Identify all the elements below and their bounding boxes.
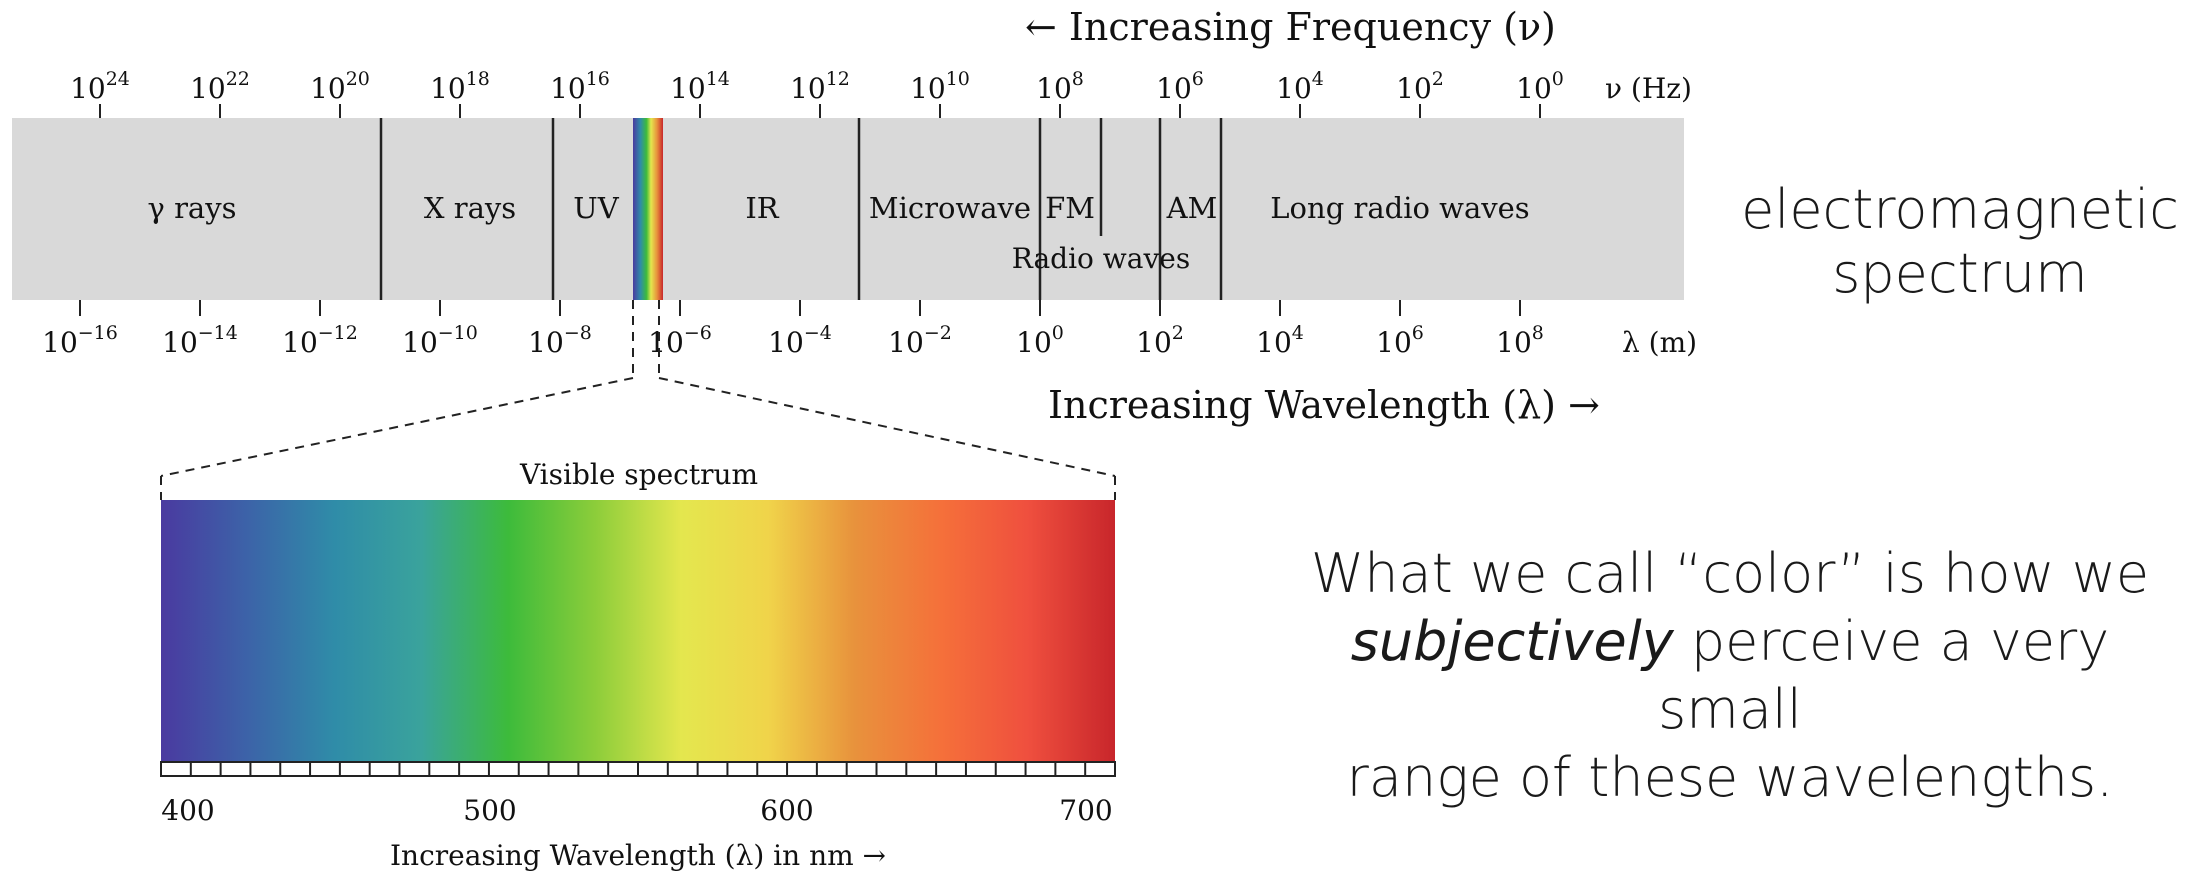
frequency-tick-label: 108 bbox=[1036, 68, 1084, 105]
visible-slice-in-band bbox=[633, 118, 663, 300]
frequency-tick-label: 1012 bbox=[790, 68, 850, 105]
frequency-tick-label: 100 bbox=[1516, 68, 1564, 105]
slide-title-line-1: electromagnetic bbox=[1741, 178, 2179, 241]
wavelength-tick-label: 108 bbox=[1496, 322, 1544, 359]
wavelength-tick-label: 10−2 bbox=[888, 322, 952, 359]
visible-axis-label: Increasing Wavelength (λ) in nm → bbox=[390, 839, 886, 871]
frequency-tick-label: 1010 bbox=[910, 68, 970, 105]
band-label: FM bbox=[1045, 191, 1095, 225]
frequency-axis: 1024 1022 1020 1018 1016 1014 1012 1010 108 106 10… bbox=[70, 68, 1564, 118]
frequency-tick-label: 106 bbox=[1156, 68, 1204, 105]
frequency-tick-label: 104 bbox=[1276, 68, 1324, 105]
note-part-2: perceive a very small bbox=[1658, 610, 2110, 741]
band-labels: γ rays X rays UV IR Microwave FM AM Long radio … bbox=[148, 191, 1530, 225]
zoom-guide-left bbox=[160, 377, 634, 477]
note-part-3: range of these wavelengths. bbox=[1346, 746, 2114, 809]
visible-tick-label: 700 bbox=[1059, 794, 1112, 827]
slide-title: electromagnetic spectrum bbox=[1730, 178, 2190, 306]
frequency-tick-label: 1020 bbox=[310, 68, 370, 105]
band-label: γ rays bbox=[148, 191, 237, 225]
band-label: Long radio waves bbox=[1270, 191, 1529, 225]
frequency-tick-label: 102 bbox=[1396, 68, 1444, 105]
frequency-tick-label: 1018 bbox=[430, 68, 490, 105]
visible-tick-label: 400 bbox=[161, 794, 214, 827]
wavelength-tick-label: 10−6 bbox=[648, 322, 712, 359]
visible-ruler: 400 500 600 700 bbox=[160, 762, 1116, 827]
band-label: X rays bbox=[424, 191, 516, 225]
zoom-guide-right bbox=[658, 377, 1116, 477]
slide-title-line-2: spectrum bbox=[1832, 242, 2088, 305]
band-dividers bbox=[379, 118, 1223, 300]
band-label: UV bbox=[573, 191, 619, 225]
band-label: Microwave bbox=[869, 191, 1031, 225]
wavelength-tick-label: 10−12 bbox=[282, 322, 358, 359]
wavelength-axis: 10−16 10−14 10−12 10−10 10−8 10−6 10−4 10−2 100 1… bbox=[42, 300, 1544, 359]
wavelength-tick-label: 106 bbox=[1376, 322, 1424, 359]
wavelength-unit: λ (m) bbox=[1622, 326, 1697, 359]
slide-note: What we call “color” is how we subjectiv… bbox=[1290, 540, 2170, 812]
band-label: IR bbox=[745, 191, 779, 225]
frequency-tick-label: 1016 bbox=[550, 68, 610, 105]
visible-tick-label: 500 bbox=[463, 794, 516, 827]
wavelength-tick-label: 10−4 bbox=[768, 322, 832, 359]
wavelength-tick-label: 10−10 bbox=[402, 322, 478, 359]
frequency-heading: ← Increasing Frequency (ν) bbox=[1025, 5, 1556, 49]
visible-spectrum-bar bbox=[161, 500, 1115, 762]
frequency-tick-label: 1024 bbox=[70, 68, 130, 105]
note-part-1: What we call “color” is how we bbox=[1310, 542, 2150, 605]
wavelength-tick-label: 10−8 bbox=[528, 322, 592, 359]
wavelength-tick-label: 104 bbox=[1256, 322, 1304, 359]
note-emphasis: subjectively bbox=[1350, 610, 1674, 673]
visible-spectrum-title: Visible spectrum bbox=[519, 458, 758, 491]
visible-tick-label: 600 bbox=[760, 794, 813, 827]
wavelength-tick-label: 102 bbox=[1136, 322, 1184, 359]
band-label: AM bbox=[1166, 191, 1218, 225]
frequency-tick-label: 1022 bbox=[190, 68, 250, 105]
wavelength-tick-label: 10−16 bbox=[42, 322, 118, 359]
radio-waves-label: Radio waves bbox=[1012, 242, 1190, 275]
spectrum-band bbox=[12, 118, 1684, 300]
frequency-tick-label: 1014 bbox=[670, 68, 730, 105]
wavelength-tick-label: 100 bbox=[1016, 322, 1064, 359]
frequency-unit: ν (Hz) bbox=[1605, 72, 1692, 105]
wavelength-heading: Increasing Wavelength (λ) → bbox=[1048, 383, 1600, 427]
wavelength-tick-label: 10−14 bbox=[162, 322, 238, 359]
